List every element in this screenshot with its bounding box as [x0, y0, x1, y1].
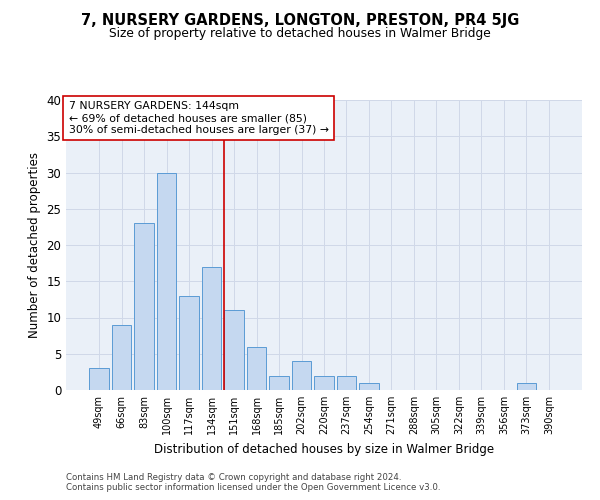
Bar — [89, 368, 109, 390]
Bar — [134, 223, 154, 390]
Bar — [337, 376, 356, 390]
Bar — [517, 383, 536, 390]
Bar — [112, 325, 131, 390]
Bar — [202, 267, 221, 390]
Text: Contains HM Land Registry data © Crown copyright and database right 2024.: Contains HM Land Registry data © Crown c… — [66, 472, 401, 482]
Bar — [247, 346, 266, 390]
Text: 7, NURSERY GARDENS, LONGTON, PRESTON, PR4 5JG: 7, NURSERY GARDENS, LONGTON, PRESTON, PR… — [81, 12, 519, 28]
Y-axis label: Number of detached properties: Number of detached properties — [28, 152, 41, 338]
Bar — [314, 376, 334, 390]
X-axis label: Distribution of detached houses by size in Walmer Bridge: Distribution of detached houses by size … — [154, 442, 494, 456]
Text: 7 NURSERY GARDENS: 144sqm
← 69% of detached houses are smaller (85)
30% of semi-: 7 NURSERY GARDENS: 144sqm ← 69% of detac… — [68, 102, 329, 134]
Bar — [269, 376, 289, 390]
Bar — [292, 361, 311, 390]
Bar — [179, 296, 199, 390]
Bar — [157, 172, 176, 390]
Text: Size of property relative to detached houses in Walmer Bridge: Size of property relative to detached ho… — [109, 28, 491, 40]
Bar — [224, 310, 244, 390]
Bar — [359, 383, 379, 390]
Text: Contains public sector information licensed under the Open Government Licence v3: Contains public sector information licen… — [66, 482, 440, 492]
